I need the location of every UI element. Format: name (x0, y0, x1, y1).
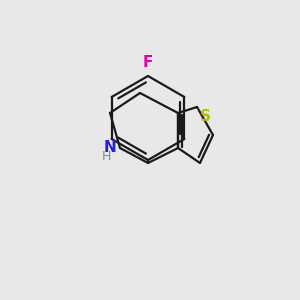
Text: F: F (143, 55, 153, 70)
Text: H: H (101, 149, 111, 163)
Text: S: S (200, 109, 211, 124)
Text: N: N (103, 140, 116, 154)
